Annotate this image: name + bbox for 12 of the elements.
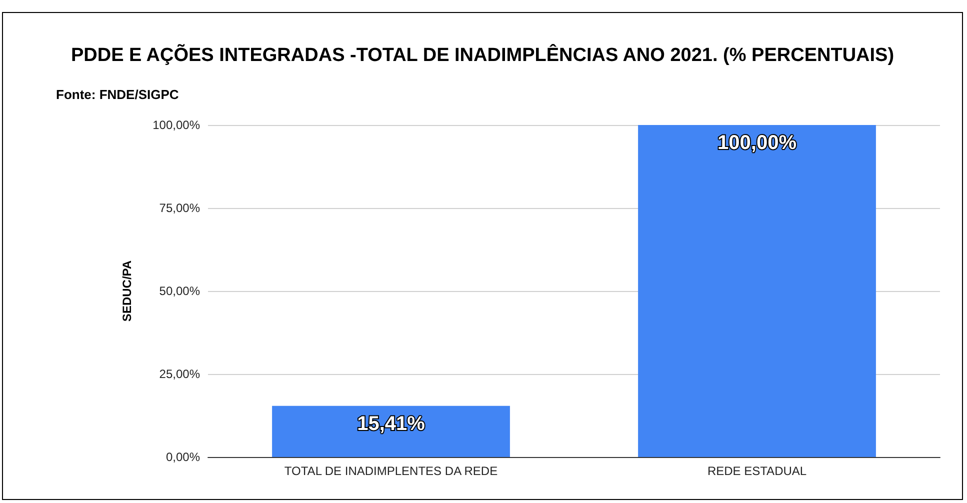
chart-title: PDDE E AÇÕES INTEGRADAS -TOTAL DE INADIMPLÊNCIAS ANO 2021. (% PERCENTUAIS) — [70, 43, 894, 66]
data-label: 15,41% — [357, 412, 426, 435]
y-axis-title: SEDUC/PA — [120, 260, 134, 322]
y-tick-label: 100,00% — [152, 118, 200, 132]
x-tick-label: TOTAL DE INADIMPLENTES DA REDE — [284, 464, 498, 478]
x-tick-label: REDE ESTADUAL — [707, 464, 807, 478]
y-tick-label: 50,00% — [159, 284, 200, 298]
y-tick-label: 75,00% — [159, 201, 200, 215]
y-tick-label: 25,00% — [159, 367, 200, 381]
data-label: 100,00% — [718, 132, 797, 154]
chart-subtitle: Fonte: FNDE/SIGPC — [56, 87, 180, 102]
y-tick-label: 0,00% — [166, 450, 200, 464]
